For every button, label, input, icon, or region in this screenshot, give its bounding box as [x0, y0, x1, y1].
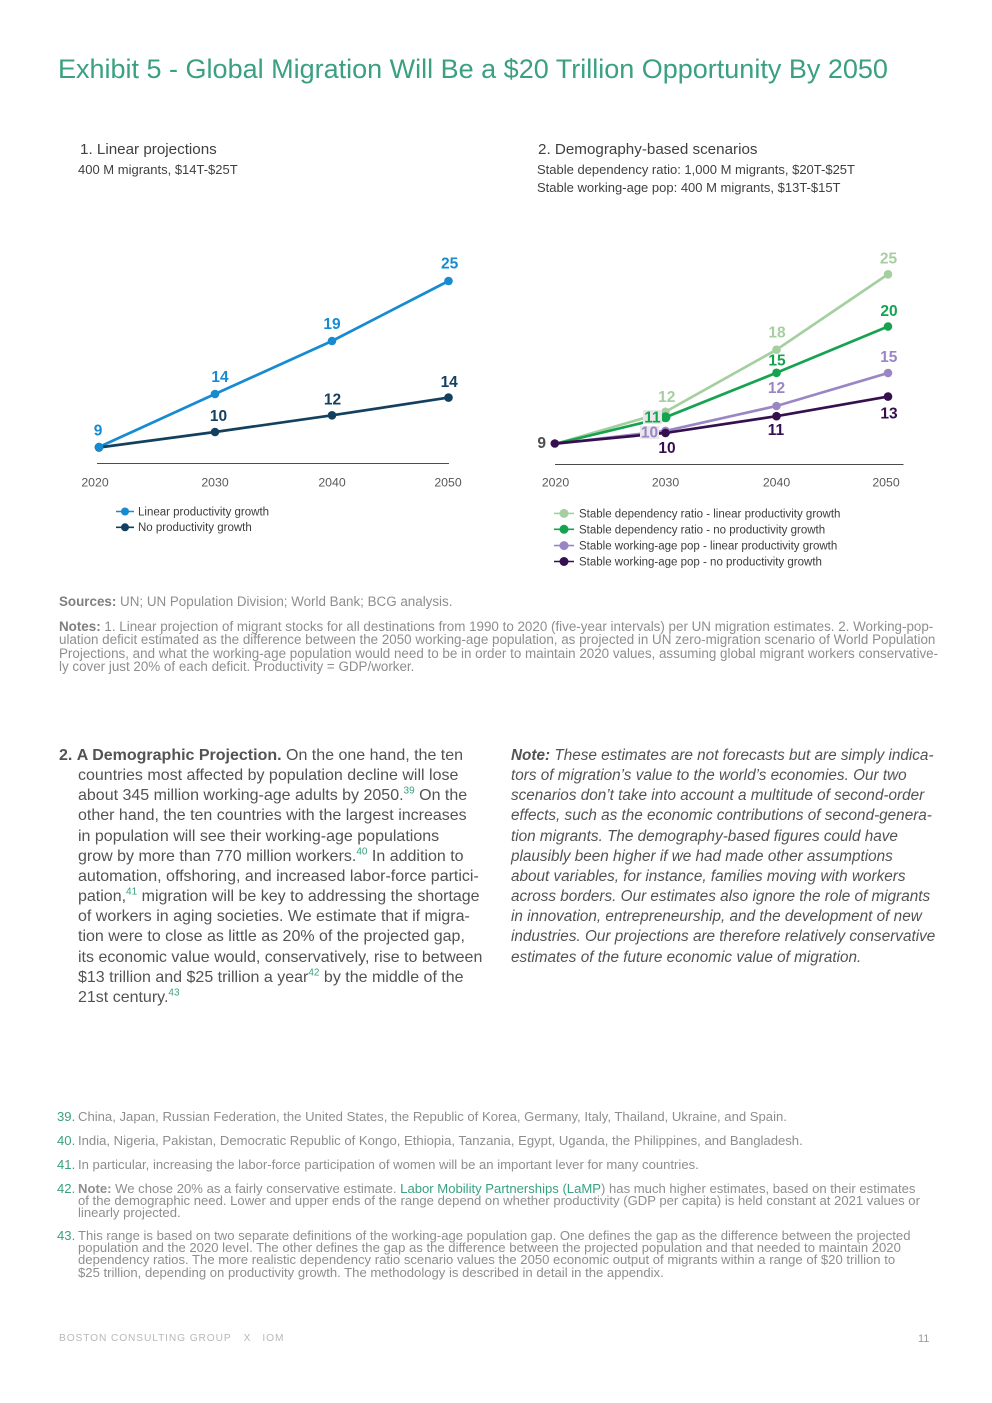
svg-text:9: 9 — [537, 435, 546, 452]
svg-text:10: 10 — [658, 440, 675, 457]
svg-text:10: 10 — [641, 425, 658, 442]
svg-text:Linear productivity growth: Linear productivity growth — [138, 506, 269, 518]
svg-text:Stable working-age pop - no pr: Stable working-age pop - no productivity… — [579, 557, 822, 569]
svg-text:9: 9 — [94, 423, 103, 440]
svg-text:11: 11 — [768, 422, 785, 439]
svg-text:2040: 2040 — [763, 476, 791, 490]
svg-text:Stable working-age pop - linea: Stable working-age pop - linear producti… — [579, 541, 837, 553]
svg-text:2030: 2030 — [201, 476, 229, 490]
svg-text:12: 12 — [324, 391, 341, 408]
svg-text:11: 11 — [644, 410, 661, 427]
svg-text:15: 15 — [768, 353, 786, 370]
svg-text:14: 14 — [211, 369, 229, 386]
svg-text:12: 12 — [658, 389, 675, 406]
svg-text:13: 13 — [880, 406, 898, 423]
svg-text:Stable dependency ratio - line: Stable dependency ratio - linear product… — [579, 508, 840, 520]
svg-text:15: 15 — [880, 349, 898, 366]
svg-text:Stable dependency ratio - no p: Stable dependency ratio - no productivit… — [579, 524, 825, 536]
svg-text:20: 20 — [880, 303, 897, 320]
svg-text:2020: 2020 — [81, 476, 109, 490]
svg-text:2050: 2050 — [434, 476, 462, 490]
svg-text:2050: 2050 — [872, 476, 900, 490]
svg-text:25: 25 — [441, 256, 459, 273]
svg-text:10: 10 — [210, 408, 227, 425]
svg-text:12: 12 — [768, 380, 785, 397]
svg-text:25: 25 — [880, 250, 898, 267]
svg-text:14: 14 — [441, 374, 459, 391]
svg-text:2030: 2030 — [652, 476, 680, 490]
svg-text:18: 18 — [768, 325, 786, 342]
svg-text:2020: 2020 — [542, 476, 570, 490]
svg-text:19: 19 — [323, 316, 341, 333]
svg-text:2040: 2040 — [318, 476, 346, 490]
svg-text:No productivity growth: No productivity growth — [138, 522, 252, 534]
